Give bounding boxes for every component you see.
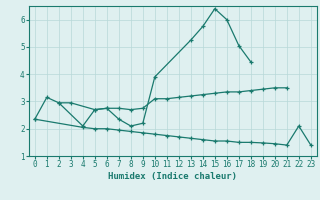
X-axis label: Humidex (Indice chaleur): Humidex (Indice chaleur) — [108, 172, 237, 181]
